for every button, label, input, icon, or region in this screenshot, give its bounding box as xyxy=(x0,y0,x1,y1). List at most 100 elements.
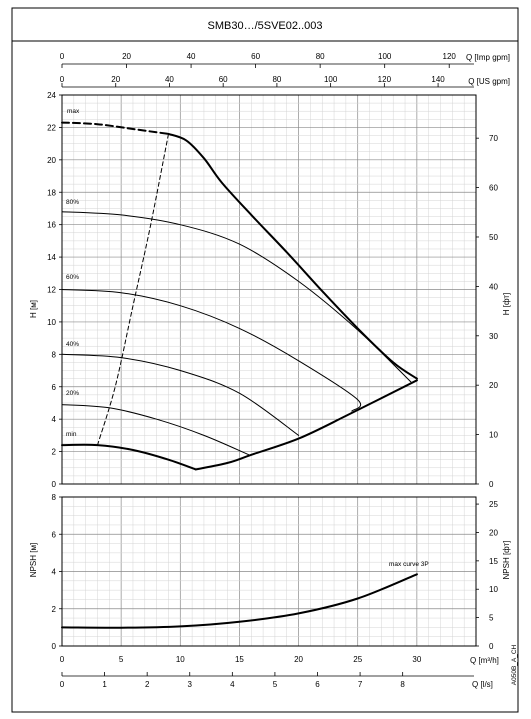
h-ft-axis-label: H [фт] xyxy=(502,293,511,316)
h-ft-tick-label: 40 xyxy=(489,282,498,291)
npsh-ticks: 0 2 4 6 8 0 5 10 15 20 25 xyxy=(52,493,499,651)
us-tick-label: 20 xyxy=(111,75,120,84)
h-ft-tick-label: 20 xyxy=(489,381,498,390)
h-ft-tick-label: 10 xyxy=(489,431,498,440)
h-ft-tick-label: 70 xyxy=(489,134,498,143)
h-m-tick-label: 4 xyxy=(52,415,57,424)
bottom-axis-ls: Q [l/s] xyxy=(62,675,493,689)
m3h-tick-label: 10 xyxy=(176,655,185,664)
npsh-curve-note: max curve 3P xyxy=(389,561,429,568)
imp-tick-label: 60 xyxy=(251,52,260,61)
m3h-tick-label: 30 xyxy=(412,655,421,664)
us-tick-label: 140 xyxy=(431,75,445,84)
us-tick-label: 80 xyxy=(272,75,281,84)
npsh-ft-tick-label: 20 xyxy=(489,528,498,537)
h-m-tick-label: 2 xyxy=(52,448,57,457)
label-80: 80% xyxy=(66,199,79,206)
ls-tick-label: 3 xyxy=(188,680,193,689)
h-m-tick-label: 24 xyxy=(47,91,56,100)
h-m-tick-label: 8 xyxy=(52,350,57,359)
ls-tick-label: 1 xyxy=(102,680,107,689)
chart-title: SMB30…/5SVE02..003 xyxy=(208,20,323,32)
imp-tick-label: 120 xyxy=(443,52,457,61)
m3h-tick-label: 5 xyxy=(119,655,124,664)
outer-frame xyxy=(11,7,519,713)
h-m-tick-label: 10 xyxy=(47,318,56,327)
h-m-tick-label: 16 xyxy=(47,221,56,230)
h-m-tick-label: 22 xyxy=(47,123,56,132)
m3h-tick-label: 15 xyxy=(235,655,244,664)
npsh-m-tick-label: 8 xyxy=(52,493,57,502)
h-m-tick-label: 14 xyxy=(47,253,56,262)
series-max-curve-3p xyxy=(61,573,418,629)
npsh-ft-tick-label: 10 xyxy=(489,585,498,594)
bottom-ticks: 0 5 10 15 20 25 30 0 1 2 3 4 5 6 7 8 xyxy=(60,655,422,689)
top-axis-us: Q [US gpm] xyxy=(62,77,510,88)
label-60: 60% xyxy=(66,274,79,281)
series-40- xyxy=(61,353,300,436)
label-20: 20% xyxy=(66,390,79,397)
us-tick-label: 60 xyxy=(219,75,228,84)
series-min-max-limit xyxy=(97,133,169,446)
h-m-tick-label: 12 xyxy=(47,286,56,295)
npsh-m-tick-label: 4 xyxy=(52,568,57,577)
h-ft-tick-label: 60 xyxy=(489,184,498,193)
m3h-tick-label: 0 xyxy=(60,655,65,664)
ls-tick-label: 5 xyxy=(273,680,278,689)
h-ft-tick-label: 50 xyxy=(489,233,498,242)
npsh-ft-tick-label: 0 xyxy=(489,642,494,651)
ls-tick-label: 8 xyxy=(400,680,405,689)
npsh-grid xyxy=(61,496,477,647)
ls-tick-label: 2 xyxy=(145,680,150,689)
drawing-code: A050B_A_CH xyxy=(511,644,518,685)
h-m-tick-label: 6 xyxy=(52,383,57,392)
npsh-ft-tick-label: 5 xyxy=(489,614,494,623)
label-min: min xyxy=(66,431,77,438)
imp-tick-label: 20 xyxy=(122,52,131,61)
top-ticks: 0 20 40 60 80 100 120 0 20 40 60 80 100 120 140 xyxy=(60,52,457,87)
top-axis-imp: Q [Imp gpm] xyxy=(62,53,510,65)
series-max xyxy=(61,121,170,135)
imp-tick-label: 40 xyxy=(187,52,196,61)
npsh-ft-tick-label: 15 xyxy=(489,557,498,566)
npsh-panel: 0 2 4 6 8 0 5 10 15 20 25 NPSH [м] NPSH [фт] max c… xyxy=(29,493,511,651)
bottom-axis-m3h: Q [m³/h] xyxy=(470,656,499,665)
us-tick-label: 100 xyxy=(324,75,338,84)
h-ft-tick-label: 30 xyxy=(489,332,498,341)
npsh-m-tick-label: 6 xyxy=(52,530,57,539)
label-max: max xyxy=(67,108,80,115)
series-60- xyxy=(61,289,362,412)
series-min xyxy=(61,443,197,471)
m3h-tick-label: 25 xyxy=(353,655,362,664)
series-20- xyxy=(61,404,250,456)
head-curves xyxy=(61,121,418,471)
ls-tick-label: 0 xyxy=(60,680,65,689)
h-m-tick-label: 0 xyxy=(52,480,57,489)
h-ft-tick-label: 0 xyxy=(489,480,494,489)
npsh-curves xyxy=(61,573,418,629)
npsh-m-axis-label: NPSH [м] xyxy=(29,543,38,577)
h-m-tick-label: 20 xyxy=(47,156,56,165)
ls-axis-label: Q [l/s] xyxy=(472,680,493,689)
h-m-tick-label: 18 xyxy=(47,188,56,197)
ls-tick-label: 7 xyxy=(358,680,363,689)
label-40: 40% xyxy=(66,341,79,348)
series-lower-limit xyxy=(194,379,418,471)
npsh-m-tick-label: 0 xyxy=(52,642,57,651)
m3h-axis-label: Q [m³/h] xyxy=(470,656,499,665)
series-max xyxy=(167,132,418,380)
m3h-tick-label: 20 xyxy=(294,655,303,664)
npsh-ft-tick-label: 25 xyxy=(489,500,498,509)
imp-tick-label: 100 xyxy=(378,52,392,61)
ls-tick-label: 6 xyxy=(315,680,320,689)
head-grid xyxy=(61,94,477,485)
us-tick-label: 120 xyxy=(378,75,392,84)
us-tick-label: 40 xyxy=(165,75,174,84)
npsh-m-tick-label: 2 xyxy=(52,605,57,614)
imp-tick-label: 0 xyxy=(60,52,65,61)
ls-tick-label: 4 xyxy=(230,680,235,689)
h-m-axis-label: H [м] xyxy=(29,300,38,318)
